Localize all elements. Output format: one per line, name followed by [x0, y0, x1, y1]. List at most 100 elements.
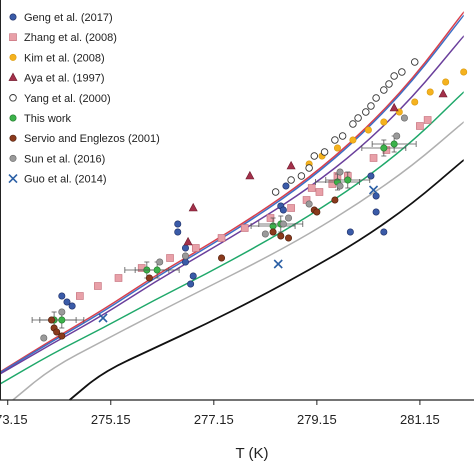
x-ticks: 273.15 275.15 277.15 279.15 281.15 [0, 400, 440, 427]
legend-marker [9, 33, 17, 42]
data-point [338, 132, 347, 140]
legend-entry: Zhang et al. (2008) [9, 32, 117, 44]
data-point [94, 282, 102, 290]
legend-marker [9, 94, 17, 102]
legend-marker [9, 114, 17, 122]
legend-label: Aya et al. (1997) [24, 73, 105, 85]
legend-label: Zhang et al. (2008) [24, 32, 117, 44]
data-point [336, 182, 344, 190]
legend-label: Yang et al. (2000) [24, 93, 111, 105]
data-point [349, 120, 357, 128]
data-point [367, 172, 375, 180]
x-axis-title: T (K) [235, 445, 268, 462]
data-point [313, 208, 321, 216]
series-1 [58, 172, 388, 310]
data-point [271, 188, 280, 196]
data-point [320, 148, 329, 156]
legend-marker [9, 53, 17, 61]
data-point [287, 204, 295, 212]
data-point [269, 228, 277, 236]
data-points [31, 58, 468, 342]
legend-label: Geng et al. (2017) [24, 12, 113, 24]
data-point [153, 266, 161, 274]
legend-entry: This work [9, 113, 72, 125]
data-point [174, 228, 182, 236]
legend-label: Sun et al. (2016) [24, 153, 105, 165]
data-point [307, 184, 316, 192]
data-point [145, 274, 153, 282]
data-point [218, 254, 226, 262]
data-point [460, 68, 468, 76]
data-point [245, 170, 255, 180]
data-point [279, 220, 287, 228]
series-7 [48, 196, 339, 340]
legend-marker [9, 13, 17, 21]
data-point [336, 168, 344, 176]
model-curve-5 [12, 121, 465, 401]
data-point [297, 172, 306, 180]
data-point [411, 98, 419, 106]
data-point [187, 280, 195, 288]
data-point [48, 316, 56, 324]
data-point [416, 122, 424, 130]
legend-entry: Guo et al. (2014) [8, 174, 107, 186]
data-point [442, 78, 450, 86]
model-curve-1 [0, 11, 465, 373]
legend-entry: Servio and Englezos (2001) [9, 133, 160, 145]
data-point [364, 126, 372, 134]
data-point [114, 274, 123, 282]
data-point [174, 220, 182, 228]
data-point [240, 224, 249, 232]
data-point [315, 188, 324, 196]
data-point [393, 132, 401, 140]
data-point [277, 232, 285, 240]
data-point [362, 108, 370, 116]
legend-label: This work [24, 113, 72, 125]
legend-entry: Kim et al. (2008) [9, 52, 105, 64]
data-point [98, 313, 108, 323]
data-point [380, 228, 388, 236]
series-8 [40, 114, 408, 342]
data-point [166, 254, 174, 262]
legend-label: Servio and Englezos (2001) [24, 133, 160, 145]
data-point [53, 328, 61, 336]
data-point [346, 228, 354, 236]
legend-label: Guo et al. (2014) [24, 174, 107, 186]
legend-entry: Sun et al. (2016) [9, 153, 105, 165]
data-point [181, 258, 189, 266]
data-point [411, 58, 419, 66]
data-point [156, 258, 164, 266]
data-point [63, 298, 71, 306]
data-point [423, 116, 432, 124]
model-curve-6 [69, 159, 465, 401]
data-point [285, 214, 293, 222]
legend-entry: Geng et al. (2017) [9, 12, 113, 24]
data-point [310, 152, 319, 160]
series-4 [183, 88, 448, 246]
legend-marker [8, 174, 18, 184]
data-point [349, 136, 357, 144]
data-point [385, 80, 393, 88]
data-point [354, 114, 362, 122]
legend-label: Kim et al. (2008) [24, 52, 105, 64]
data-point [380, 86, 388, 94]
legend-marker [9, 154, 17, 162]
x-tick-label: 279.15 [297, 412, 337, 427]
data-point [331, 196, 339, 204]
data-point [76, 292, 84, 300]
data-point [189, 272, 197, 280]
data-point [58, 292, 66, 300]
x-tick-label: 277.15 [194, 412, 234, 427]
data-point [181, 244, 189, 252]
data-point [58, 316, 66, 324]
data-point [426, 88, 434, 96]
data-point [389, 102, 399, 112]
data-point [333, 144, 341, 152]
legend-entry: Yang et al. (2000) [9, 93, 111, 105]
data-point [68, 302, 76, 310]
data-point [286, 160, 296, 170]
series-9 [98, 185, 379, 323]
x-tick-label: 273.15 [0, 412, 28, 427]
data-point [372, 192, 380, 200]
